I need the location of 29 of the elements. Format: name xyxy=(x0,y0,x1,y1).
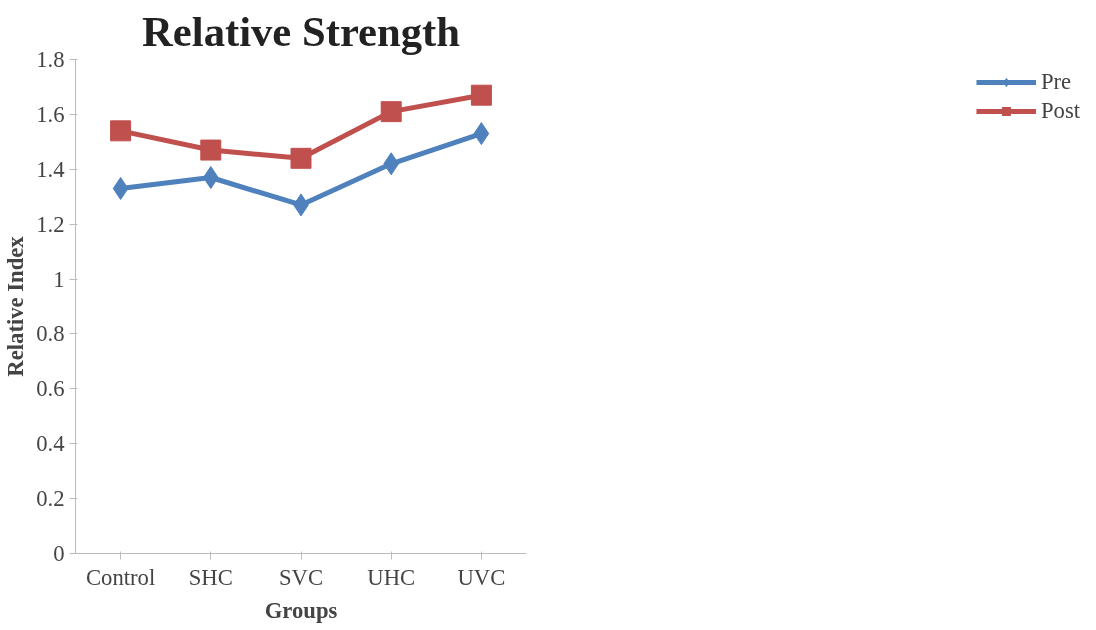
x-tick-label: UVC xyxy=(457,564,506,590)
x-tick-label: Control xyxy=(85,564,156,590)
x-tick-label: SHC xyxy=(188,564,233,590)
point xyxy=(383,152,400,176)
x-tick-label: UHC xyxy=(367,564,416,590)
y-axis-title: Relative Index xyxy=(3,235,29,377)
point xyxy=(200,139,222,161)
x-tick-label: SVC xyxy=(278,564,324,590)
legend-label: Pre xyxy=(1040,69,1072,95)
point xyxy=(112,176,129,200)
point xyxy=(470,84,492,106)
y-tick-label: 1.2 xyxy=(36,211,65,237)
point xyxy=(110,120,132,142)
y-tick-label: 0.6 xyxy=(36,376,65,402)
y-tick-label: 1.4 xyxy=(36,156,65,182)
y-tick-label: 0.4 xyxy=(36,431,65,457)
point xyxy=(290,147,312,169)
y-tick-label: 0.2 xyxy=(36,486,65,512)
y-tick-label: 1 xyxy=(53,266,65,292)
legend-label: Post xyxy=(1040,98,1080,124)
point xyxy=(380,101,402,123)
y-tick-label: 0.8 xyxy=(36,321,65,347)
y-tick-label: 1.8 xyxy=(36,47,65,72)
x-axis-title: Groups xyxy=(264,597,338,623)
y-tick-label: 0 xyxy=(53,541,65,566)
y-tick-label: 1.6 xyxy=(36,101,65,127)
point xyxy=(473,122,490,146)
chart-title: Relative Strength xyxy=(142,7,461,55)
point xyxy=(202,166,219,190)
